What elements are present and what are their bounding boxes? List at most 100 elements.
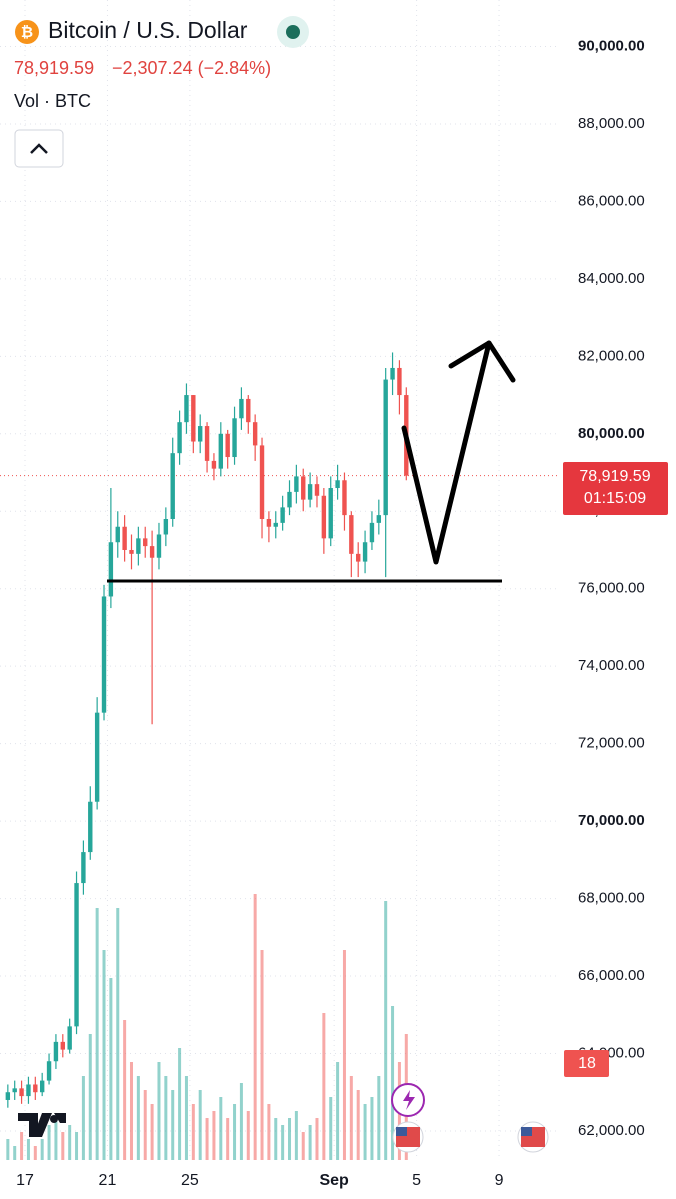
x-tick-label: 21 <box>99 1172 117 1189</box>
candle-body <box>115 526 120 543</box>
volume-bar <box>294 1111 298 1160</box>
volume-bar <box>40 1139 44 1160</box>
candle-body <box>321 495 327 539</box>
candle-body <box>390 367 395 380</box>
candle-body <box>252 422 258 446</box>
y-tick-label: 88,000.00 <box>578 115 645 132</box>
candle-body <box>101 596 107 713</box>
volume-bar <box>150 1104 154 1160</box>
x-tick-label: 9 <box>495 1172 504 1189</box>
volume-bar <box>260 950 264 1160</box>
candle-body <box>53 1041 59 1062</box>
candle-body <box>307 484 313 500</box>
candle-body <box>191 395 196 442</box>
candle-body <box>239 398 244 419</box>
candle-body <box>259 445 265 519</box>
volume-badge-value: 18 <box>578 1055 596 1072</box>
candle-body <box>88 801 93 853</box>
volume-bar <box>315 1118 319 1160</box>
candle-body <box>225 433 230 458</box>
candle-body <box>342 480 347 516</box>
lightning <box>403 1090 415 1110</box>
candle-body <box>335 480 340 489</box>
x-tick-label: 5 <box>412 1172 421 1189</box>
price-axis: 62,000.0064,000.0066,000.0068,000.0070,0… <box>578 37 645 1138</box>
candle-body <box>143 538 148 547</box>
volume-bar <box>143 1090 147 1160</box>
candle-body <box>294 476 299 492</box>
x-tick-label: 17 <box>16 1172 34 1189</box>
volume-bar <box>171 1090 175 1160</box>
candle-body <box>232 418 237 458</box>
volume-bar <box>61 1132 65 1160</box>
arrow-drawing <box>401 340 492 565</box>
volume-bar <box>301 1132 305 1160</box>
candle-body <box>349 515 354 554</box>
volume-bar <box>349 1076 353 1160</box>
btc-icon <box>15 20 39 44</box>
volume-bar <box>20 1132 24 1160</box>
btc-icon-glyph: ₿ <box>21 24 33 41</box>
tv-logo <box>18 1113 66 1137</box>
volume-bar <box>116 908 120 1160</box>
volume-bar <box>281 1125 285 1160</box>
volume-bar <box>129 1062 133 1160</box>
volume-bar <box>13 1146 17 1160</box>
candle-body <box>197 426 203 442</box>
candle-body <box>273 522 278 527</box>
y-tick-label: 80,000.00 <box>578 425 645 442</box>
volume-bar <box>363 1104 367 1160</box>
volume-bar <box>178 1048 182 1160</box>
y-tick-label: 90,000.00 <box>578 37 645 54</box>
candle-body <box>328 488 333 539</box>
y-tick-label: 76,000.00 <box>578 580 645 597</box>
volume-bar <box>184 1076 188 1160</box>
volume-bar <box>212 1111 216 1160</box>
flag-canton-2 <box>521 1127 532 1136</box>
candle-body <box>301 476 306 500</box>
volume-bar <box>54 1118 58 1160</box>
flag-canton-1 <box>396 1127 407 1136</box>
y-tick-label: 62,000.00 <box>578 1122 645 1139</box>
candle-body <box>129 549 134 554</box>
candle-body <box>19 1088 24 1097</box>
candle-body <box>39 1080 45 1093</box>
volume-bar <box>33 1146 37 1160</box>
volume-bar <box>370 1097 374 1160</box>
volume-bar <box>123 1020 127 1160</box>
volume-bar <box>75 1132 79 1160</box>
y-tick-label: 68,000.00 <box>578 890 645 907</box>
volume-bar <box>109 978 113 1160</box>
volume-bar <box>26 1139 30 1160</box>
volume-bar <box>342 950 346 1160</box>
candle-body <box>136 538 141 554</box>
volume-bar <box>68 1125 72 1160</box>
candle-body <box>156 534 162 558</box>
volume-bar <box>47 1125 51 1160</box>
volume-bar <box>377 1076 381 1160</box>
x-tick-label: 25 <box>181 1172 199 1189</box>
candle-body <box>122 526 127 550</box>
price-badge-value: 78,919.59 <box>579 468 650 485</box>
volume-bar <box>226 1118 230 1160</box>
header-change: −2,307.24 (−2.84%) <box>112 58 271 78</box>
candle-body <box>376 515 382 523</box>
candle-body <box>184 395 189 423</box>
volume-bar <box>88 1034 92 1160</box>
y-tick-label: 86,000.00 <box>578 192 645 209</box>
candle-body <box>108 542 114 597</box>
candle-body <box>26 1084 31 1097</box>
candle-body <box>81 852 86 884</box>
candle-body <box>12 1088 17 1093</box>
candle-body <box>149 546 155 558</box>
candle-body <box>287 491 292 508</box>
volume-bar <box>191 1104 195 1160</box>
volume-bar <box>322 1013 326 1160</box>
y-tick-label: 72,000.00 <box>578 735 645 752</box>
collapse-button[interactable] <box>14 129 64 168</box>
volume-bar <box>391 1006 395 1160</box>
candle-body <box>204 426 210 461</box>
candle-body <box>280 507 285 523</box>
